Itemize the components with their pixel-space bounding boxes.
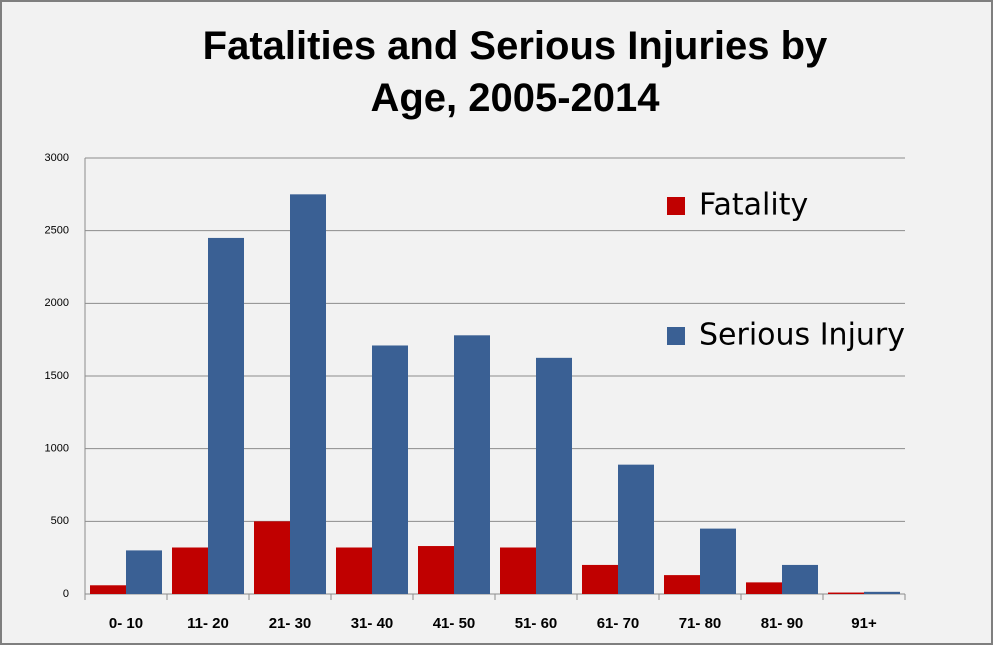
bar [582,564,618,594]
bar [618,464,654,594]
bar [336,547,372,594]
x-tick-label: 31- 40 [351,615,394,632]
x-tick-label: 71- 80 [679,615,722,632]
bar [664,575,700,594]
bar [700,528,736,594]
bar [372,345,408,594]
y-tick-label: 3000 [45,152,69,164]
x-tick-label: 0- 10 [109,615,143,632]
x-tick-label: 91+ [851,615,877,632]
y-tick-label: 2500 [45,225,69,237]
bar [418,546,454,594]
legend-swatch [667,327,685,345]
bar [290,194,326,595]
bar [828,592,864,594]
bar [126,550,162,594]
bar [172,547,208,594]
legend-swatch [667,197,685,215]
legend-label: Fatality [699,188,808,223]
y-tick-label: 0 [63,588,69,600]
bar [454,335,490,594]
x-tick-label: 21- 30 [269,615,312,632]
y-tick-label: 1500 [45,370,69,382]
bar [536,357,572,594]
x-tick-label: 61- 70 [597,615,640,632]
bar [90,585,126,594]
y-tick-label: 2000 [45,297,69,309]
legend-label: Serious Injury [699,318,905,353]
bar [782,564,818,594]
chart-title: Fatalities and Serious Injuries by Age, 2… [203,24,828,120]
y-tick-label: 500 [51,515,69,527]
bar [254,521,290,594]
x-tick-label: 41- 50 [433,615,476,632]
bar [208,237,244,594]
bar [500,547,536,594]
x-tick-label: 11- 20 [187,615,229,632]
bar [864,591,900,594]
y-tick-label: 1000 [45,443,69,455]
x-tick-label: 51- 60 [515,615,558,632]
x-tick-label: 81- 90 [761,615,804,632]
bar [746,582,782,594]
